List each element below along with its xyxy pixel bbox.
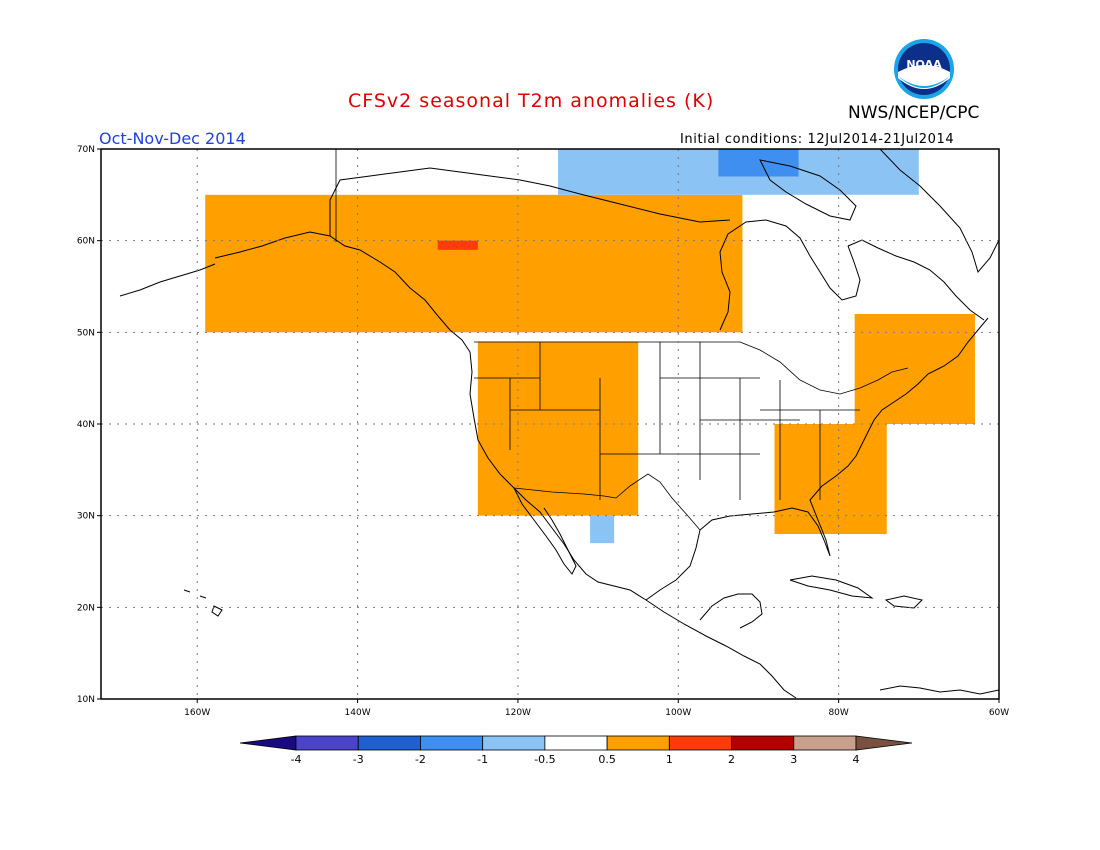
colorbar-label: 3 xyxy=(790,753,797,766)
colorbar-swatch xyxy=(295,735,359,751)
colorbar-label: 0.5 xyxy=(598,753,616,766)
colorbar-max-arrow xyxy=(855,735,913,751)
lat-tick-label: 30N xyxy=(77,512,95,522)
south-america-coastline xyxy=(879,685,999,695)
colorbar-label: -4 xyxy=(291,753,302,766)
colorbar-min-arrow xyxy=(239,735,297,751)
lon-tick-label: 160W xyxy=(184,708,210,718)
lon-tick-label: 120W xyxy=(505,708,531,718)
anomaly-region-6 xyxy=(718,149,799,177)
aleutian-coastline xyxy=(119,263,216,297)
cuba-coastline xyxy=(789,575,874,599)
colorbar-swatch xyxy=(606,735,670,751)
colorbar-swatch xyxy=(482,735,546,751)
coastline-layer xyxy=(119,149,999,699)
colorbar-label: 2 xyxy=(728,753,735,766)
colorbar-label: -0.5 xyxy=(534,753,555,766)
colorbar-label: 1 xyxy=(666,753,673,766)
lat-tick-label: 20N xyxy=(77,603,95,613)
labrador-coastline xyxy=(847,239,985,321)
colorbar-label: 4 xyxy=(853,753,860,766)
hispaniola-coastline xyxy=(884,595,923,609)
baja-california-coastline xyxy=(513,487,577,575)
anomaly-region-2 xyxy=(854,314,975,424)
colorbar-label: -2 xyxy=(415,753,426,766)
hudson-bay-coastline xyxy=(719,219,861,331)
colorbar-swatch xyxy=(357,735,421,751)
gulf-of-mexico-coastline xyxy=(645,317,989,601)
yucatan-coastline xyxy=(699,593,763,629)
lon-tick-label: 140W xyxy=(345,708,371,718)
anomaly-region-0 xyxy=(205,194,743,333)
us-mexico-border xyxy=(513,473,701,531)
agency-label: NWS/NCEP/CPC xyxy=(848,103,980,123)
anomaly-fill-layer xyxy=(205,149,975,544)
lon-tick-label: 80W xyxy=(828,708,848,718)
lat-tick-label: 10N xyxy=(77,695,95,705)
us-state-borders xyxy=(474,342,860,500)
colorbar-swatch xyxy=(731,735,795,751)
arctic-coastline xyxy=(329,167,731,236)
forecast-period: Oct-Nov-Dec 2014 xyxy=(99,129,246,148)
lon-tick-label: 60W xyxy=(989,708,1009,718)
colorbar-swatch xyxy=(668,735,732,751)
anomaly-region-7 xyxy=(590,515,615,544)
lat-tick-label: 70N xyxy=(77,145,95,155)
lat-tick-label: 40N xyxy=(77,420,95,430)
hawaii-coastline xyxy=(183,589,223,617)
colorbar-legend: -4 -3 -2 -1 -0.5 0.5 1 2 3 4 xyxy=(239,735,913,766)
anomaly-region-3 xyxy=(774,424,887,534)
political-borders-layer xyxy=(335,149,909,531)
lat-tick-label: 50N xyxy=(77,328,95,338)
colorbar-swatch xyxy=(544,735,608,751)
baffin-coastline xyxy=(759,159,857,221)
map-title: CFSv2 seasonal T2m anomalies (K) xyxy=(348,90,715,112)
anomaly-region-1 xyxy=(477,341,639,516)
initial-conditions: Initial conditions: 12Jul2014-21Jul2014 xyxy=(680,132,955,147)
colorbar-swatch xyxy=(793,735,857,751)
north-america-coastline xyxy=(214,231,797,699)
colorbar-label: -3 xyxy=(353,753,364,766)
colorbar-swatch xyxy=(420,735,484,751)
svg-text:NOAA: NOAA xyxy=(906,58,942,71)
noaa-logo-icon: NOAA xyxy=(894,39,954,99)
lat-tick-label: 60N xyxy=(77,237,95,247)
greenland-coastline xyxy=(879,149,999,274)
axis-labels: 160W 140W 120W 100W 80W 60W 10N 20N 30N 40N 50N 60N… xyxy=(77,145,1009,718)
colorbar-label: -1 xyxy=(477,753,488,766)
anomaly-region-4 xyxy=(437,240,478,250)
lon-tick-label: 100W xyxy=(665,708,691,718)
